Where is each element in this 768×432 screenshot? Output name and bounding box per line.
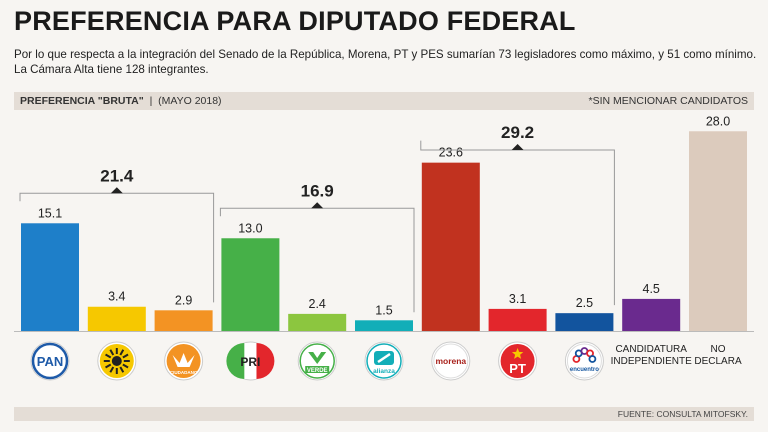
pri-logo-icon: PRI [226,341,275,381]
bracket-arrow-icon [311,202,324,209]
bar-caption: NO [711,344,726,355]
group-total-label: 16.9 [301,181,334,200]
bar-prd [87,306,146,331]
band-date: (MAYO 2018) [158,95,222,107]
mc-logo-icon: CIUDADANO [164,341,204,381]
morena-logo-icon: morena [431,341,471,381]
svg-text:PT: PT [509,361,526,376]
pan-logo-icon: PAN [30,341,70,381]
bar-pes [555,313,614,331]
bar-caption: INDEPENDIENTE [611,356,692,367]
prd-logo-icon [97,341,137,381]
info-band: PREFERENCIA "BRUTA" | (MAYO 2018) *SIN M… [14,92,754,110]
footer-band: FUENTE: CONSULTA MITOFSKY. [14,407,754,421]
svg-text:PAN: PAN [37,354,63,369]
value-label: 1.5 [375,303,392,317]
bar-caption: DECLARA [694,356,742,367]
group-bracket [219,207,415,313]
alianza-logo-icon: alianza [364,341,404,381]
pes-logo-icon: encuentro [564,341,604,381]
bar-pvem [288,313,347,331]
value-label: 2.5 [576,296,593,310]
value-label: 23.6 [439,146,463,160]
bracket-arrow-icon [110,187,123,194]
value-label: 3.1 [509,292,526,306]
band-separator: | [149,95,153,107]
value-label: 3.4 [108,290,125,304]
bar-mc [154,310,213,331]
bar-pt [488,308,547,331]
group-total-label: 29.2 [501,123,534,142]
svg-text:VERDE: VERDE [307,368,328,374]
svg-text:alianza: alianza [373,368,395,375]
value-label: 2.4 [309,297,326,311]
verde-logo-icon: VERDE [297,341,337,381]
value-label: 2.9 [175,293,192,307]
bar-pan [21,223,79,331]
bar-candidatura-independiente [622,298,681,331]
bar-pri [221,238,280,331]
svg-text:CIUDADANO: CIUDADANO [170,370,198,375]
svg-text:morena: morena [435,356,466,366]
band-label: PREFERENCIA "BRUTA" [20,95,144,107]
bar-no-declara [689,131,747,331]
svg-text:PRI: PRI [240,355,260,369]
band-left: PREFERENCIA "BRUTA" | (MAYO 2018) [20,95,222,107]
group-bracket [19,192,215,303]
bar-morena [421,162,480,331]
pt-logo-icon: PT [498,341,538,381]
bracket-arrow-icon [511,144,524,150]
group-total-label: 21.4 [100,166,134,185]
page-title: PREFERENCIA PARA DIPUTADO FEDERAL [14,6,576,36]
band-note: *SIN MENCIONAR CANDIDATOS [588,95,748,107]
value-label: 15.1 [38,206,62,220]
bar-na [355,320,413,331]
bar-caption: CANDIDATURA [615,344,687,355]
source-note: FUENTE: CONSULTA MITOFSKY. [617,409,748,419]
svg-text:encuentro: encuentro [570,367,599,373]
subtitle: Por lo que respecta a la integración del… [14,48,757,76]
value-label: 28.0 [706,114,730,128]
value-label: 13.0 [238,221,262,235]
value-label: 4.5 [643,282,660,296]
